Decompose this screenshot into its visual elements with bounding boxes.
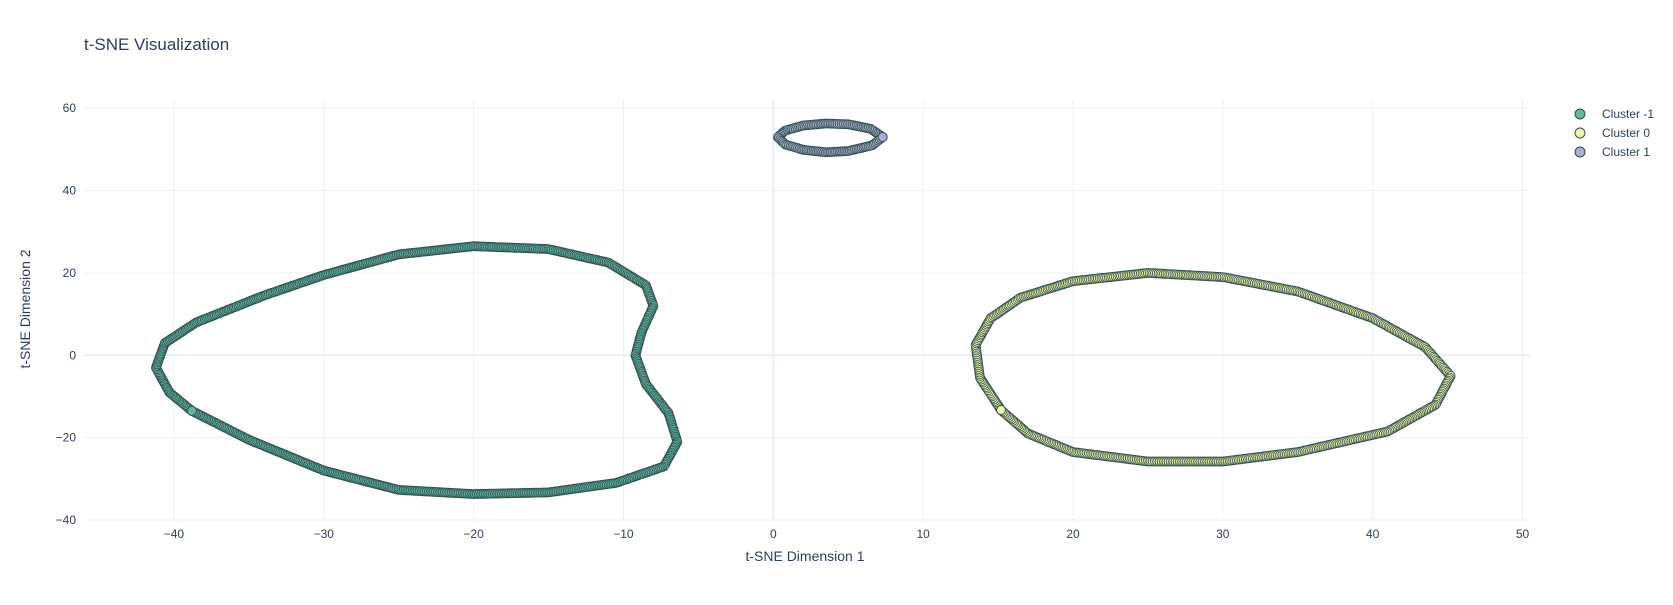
x-tick-label: 20 [1066, 527, 1080, 541]
x-tick-label: −40 [164, 527, 185, 541]
legend-marker [1574, 127, 1586, 139]
legend-label: Cluster 0 [1602, 126, 1650, 140]
legend-marker [1574, 146, 1586, 158]
y-axis-title: t-SNE Dimension 2 [17, 249, 33, 368]
legend-marker [1574, 108, 1586, 120]
series-0 [150, 241, 683, 500]
x-tick-label: 0 [770, 527, 777, 541]
legend-item[interactable]: Cluster 1 [1574, 145, 1650, 159]
legend-label: Cluster 1 [1602, 145, 1650, 159]
legend-label: Cluster -1 [1602, 107, 1654, 121]
x-tick-label: 10 [916, 527, 930, 541]
data-point-highlight [996, 405, 1007, 416]
y-tick-label: 40 [63, 184, 77, 198]
tick-labels: −40 −30 −20 −10 0 10 20 30 40 50 −40 −20 0 20 40 60 [56, 101, 1530, 541]
data-point-highlight [877, 132, 888, 143]
legend: Cluster -1 Cluster 0 Cluster 1 [1574, 107, 1654, 159]
x-tick-label: −20 [463, 527, 484, 541]
x-tick-label: 30 [1216, 527, 1230, 541]
legend-item[interactable]: Cluster -1 [1574, 107, 1654, 121]
data-layer [150, 118, 1456, 500]
y-tick-label: 60 [63, 101, 77, 115]
y-tick-label: 20 [63, 266, 77, 280]
x-tick-label: 50 [1516, 527, 1530, 541]
y-tick-label: −20 [56, 431, 77, 445]
y-tick-label: −40 [56, 513, 77, 527]
series-1 [970, 267, 1456, 467]
legend-item[interactable]: Cluster 0 [1574, 126, 1650, 140]
x-tick-label: −30 [314, 527, 335, 541]
chart-title: t-SNE Visualization [84, 35, 229, 54]
x-tick-label: 40 [1366, 527, 1380, 541]
series-2 [772, 118, 888, 158]
x-tick-label: −10 [613, 527, 634, 541]
y-tick-label: 0 [69, 348, 76, 362]
data-point-highlight [186, 405, 197, 416]
x-axis-title: t-SNE Dimension 1 [745, 548, 864, 564]
